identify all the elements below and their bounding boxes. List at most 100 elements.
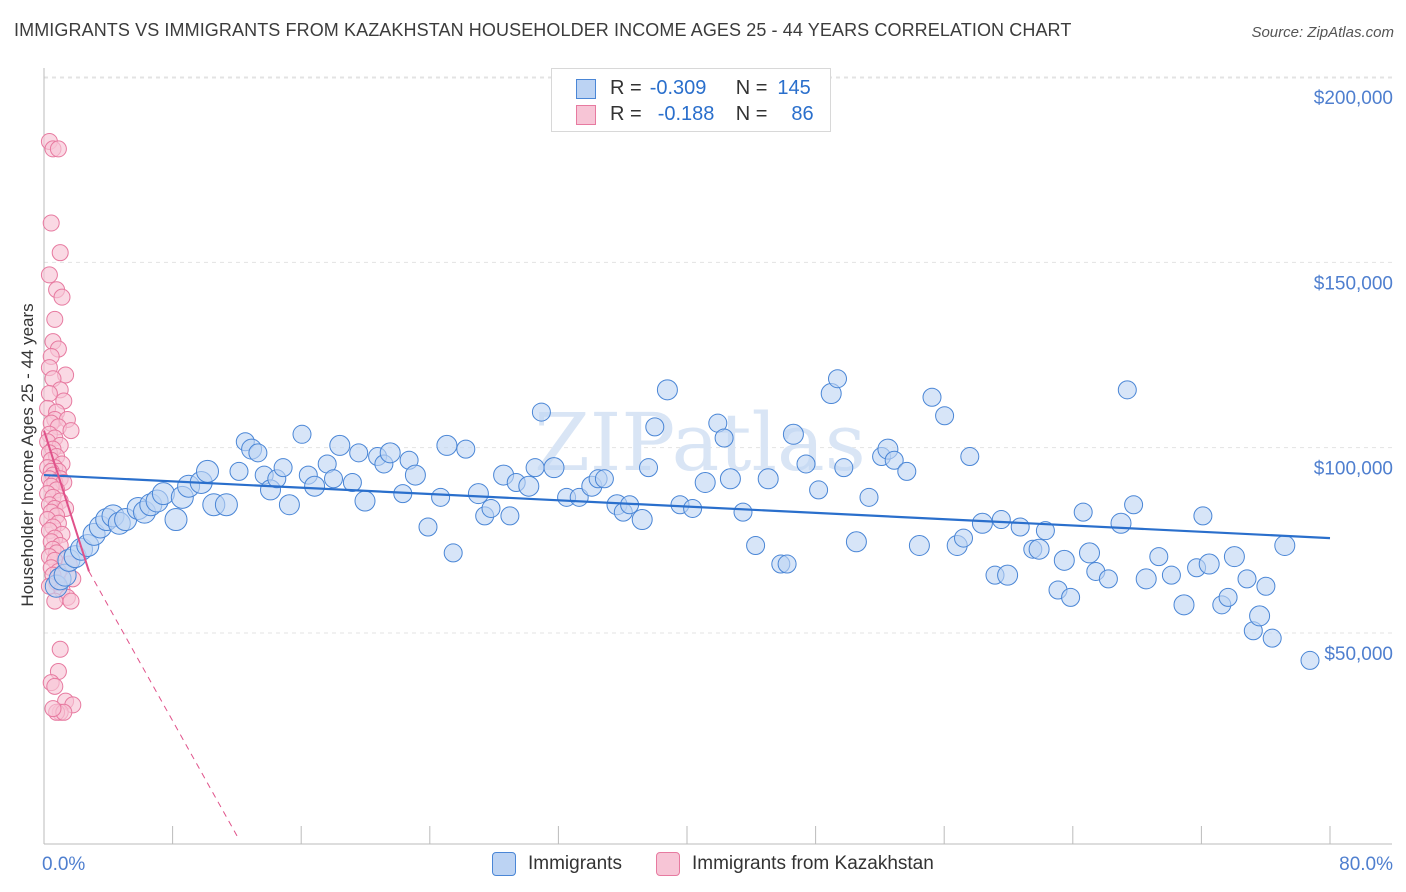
point-immigrants bbox=[1223, 546, 1245, 568]
point-immigrants bbox=[481, 498, 501, 518]
point-kazakhstan bbox=[51, 640, 69, 658]
point-immigrants bbox=[1237, 569, 1257, 589]
point-kazakhstan bbox=[44, 700, 62, 718]
point-immigrants bbox=[828, 369, 847, 389]
point-immigrants bbox=[431, 487, 451, 507]
point-kazakhstan bbox=[40, 266, 58, 284]
point-immigrants bbox=[1073, 502, 1093, 522]
point-immigrants bbox=[1193, 506, 1213, 526]
point-immigrants bbox=[908, 535, 930, 557]
point-kazakhstan bbox=[46, 677, 64, 695]
point-immigrants bbox=[436, 434, 458, 456]
trend-line-immigrants bbox=[43, 473, 1331, 540]
point-immigrants bbox=[1035, 521, 1055, 541]
point-immigrants bbox=[164, 508, 188, 532]
point-immigrants bbox=[777, 554, 797, 574]
point-immigrants bbox=[859, 487, 879, 507]
point-immigrants bbox=[196, 459, 219, 483]
point-immigrants bbox=[329, 434, 351, 456]
y-tick-label: $200,000 bbox=[1314, 88, 1393, 109]
trend-line-kazakhstan-extrapolated bbox=[88, 571, 239, 839]
point-immigrants bbox=[543, 457, 565, 479]
legend-label-immigrants: Immigrants bbox=[528, 853, 622, 874]
point-immigrants bbox=[349, 443, 369, 463]
legend-bottom: Immigrants Immigrants from Kazakhstan bbox=[0, 852, 1406, 878]
point-immigrants bbox=[324, 469, 343, 489]
point-immigrants bbox=[1079, 542, 1100, 564]
point-immigrants bbox=[733, 502, 753, 522]
y-tick-label: $50,000 bbox=[1324, 644, 1393, 665]
point-immigrants bbox=[1010, 517, 1030, 537]
point-immigrants bbox=[273, 458, 293, 478]
legend-n-label: N = bbox=[735, 77, 768, 99]
y-tick-label: $100,000 bbox=[1314, 459, 1393, 480]
point-immigrants bbox=[997, 564, 1019, 586]
point-immigrants bbox=[809, 480, 829, 500]
point-immigrants bbox=[922, 387, 942, 407]
point-immigrants bbox=[645, 417, 665, 437]
point-immigrants bbox=[1098, 569, 1118, 589]
point-kazakhstan bbox=[53, 288, 71, 306]
point-immigrants bbox=[404, 464, 426, 486]
point-immigrants bbox=[151, 482, 175, 506]
point-immigrants bbox=[971, 512, 993, 534]
point-immigrants bbox=[1256, 576, 1276, 596]
point-immigrants bbox=[531, 402, 551, 422]
legend-label-kazakhstan: Immigrants from Kazakhstan bbox=[692, 853, 934, 874]
point-immigrants bbox=[631, 509, 653, 531]
point-immigrants bbox=[845, 531, 867, 553]
legend-swatch-pink bbox=[656, 852, 680, 876]
legend-n-label: N = bbox=[735, 103, 768, 125]
point-immigrants bbox=[1028, 538, 1050, 560]
legend-n-value: 145 bbox=[777, 77, 811, 99]
point-immigrants bbox=[656, 379, 678, 401]
legend-swatch-pink bbox=[576, 104, 596, 125]
point-immigrants bbox=[1198, 553, 1220, 575]
legend-r-label: R = bbox=[610, 77, 642, 99]
point-immigrants bbox=[525, 458, 545, 478]
point-immigrants bbox=[1061, 587, 1081, 607]
axes: 0.0% 80.0% bbox=[42, 68, 1393, 875]
legend-row-kazakhstan: R = -0.188 N = 86 bbox=[576, 103, 814, 126]
point-kazakhstan bbox=[51, 244, 69, 262]
point-immigrants bbox=[960, 447, 980, 467]
point-immigrants bbox=[796, 454, 816, 474]
y-axis-label: Householder Income Ages 25 - 44 years bbox=[18, 303, 37, 606]
point-immigrants bbox=[1262, 628, 1282, 648]
legend-item-kazakhstan: Immigrants from Kazakhstan bbox=[656, 852, 934, 876]
legend-r-label: R = bbox=[610, 103, 642, 125]
point-immigrants bbox=[694, 471, 716, 493]
point-immigrants bbox=[1173, 594, 1195, 616]
point-immigrants bbox=[1161, 565, 1181, 585]
point-immigrants bbox=[1117, 380, 1137, 400]
point-immigrants bbox=[935, 406, 955, 426]
legend-r-value: -0.309 bbox=[649, 77, 707, 99]
x-tick-label: 80.0% bbox=[1339, 854, 1393, 875]
source-label: Source: ZipAtlas.com bbox=[1251, 24, 1394, 41]
point-immigrants bbox=[1135, 568, 1157, 590]
point-immigrants bbox=[518, 475, 540, 497]
point-immigrants bbox=[897, 461, 917, 481]
point-immigrants bbox=[1274, 535, 1296, 557]
point-immigrants bbox=[782, 423, 804, 445]
point-immigrants bbox=[757, 468, 779, 490]
point-immigrants bbox=[354, 490, 376, 512]
grid-lines: $50,000 $100,000 $150,000 $200,000 bbox=[44, 76, 1393, 665]
point-immigrants bbox=[719, 468, 741, 490]
legend-swatch-blue bbox=[492, 852, 516, 876]
point-immigrants bbox=[1149, 547, 1169, 567]
point-immigrants bbox=[746, 536, 766, 556]
point-immigrants bbox=[467, 483, 489, 505]
point-immigrants bbox=[278, 494, 300, 516]
y-tick-label: $150,000 bbox=[1314, 273, 1393, 294]
point-immigrants bbox=[304, 475, 326, 497]
point-immigrants bbox=[594, 469, 614, 489]
point-immigrants bbox=[1218, 587, 1238, 607]
point-immigrants bbox=[342, 472, 362, 492]
point-immigrants bbox=[1110, 512, 1132, 534]
point-immigrants bbox=[292, 424, 312, 444]
point-immigrants bbox=[639, 458, 658, 478]
legend-r-value: -0.188 bbox=[657, 103, 715, 125]
point-immigrants bbox=[456, 439, 476, 459]
point-kazakhstan bbox=[49, 140, 67, 158]
